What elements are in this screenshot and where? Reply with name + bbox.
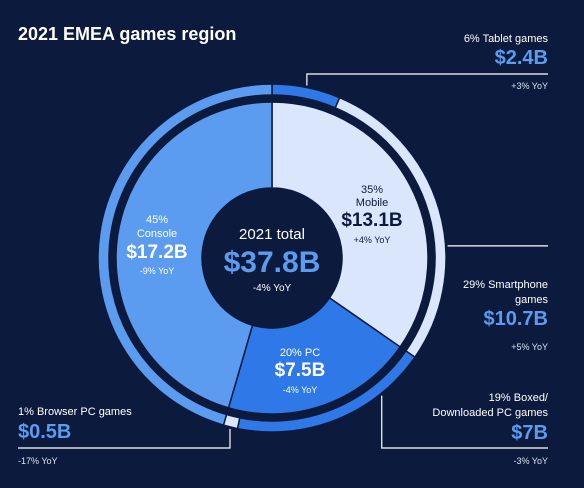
boxed-value: $7B [511,422,548,444]
tablet-yoy: +3% YoY [511,81,548,91]
browser-label: 1% Browser PC games [18,406,132,418]
outer-slice-console [97,83,273,427]
donut-center [202,188,342,328]
boxed-yoy: -3% YoY [513,456,548,466]
inner-slice-console [115,101,273,409]
pc-pct: 20% PC [279,347,321,359]
total-yoy: -4% YoY [252,283,292,294]
smartphone-label-line2: games [514,294,548,306]
boxed-label-line1: 19% Boxed/ [488,392,548,404]
leader-line-browser [18,428,231,449]
chart-title: 2021 EMEA games region [18,24,237,44]
pc-yoy: -4% YoY [282,385,318,395]
boxed-label-line2: Downloaded PC games [432,407,548,419]
mobile-name: Mobile [355,197,389,209]
total-label: 2021 total [239,226,305,243]
smartphone-value: $10.7B [483,308,549,330]
tablet-label: 6% Tablet games [463,33,548,45]
smartphone-yoy: +5% YoY [511,342,548,352]
pc-value: $7.5B [274,360,326,381]
leader-line-tablet [306,73,548,86]
mobile-yoy: +4% YoY [353,235,391,245]
mobile-value: $13.1B [341,210,403,231]
browser-value: $0.5B [18,421,72,443]
smartphone-label-line1: 29% Smartphone [463,279,548,291]
tablet-value: $2.4B [494,47,548,69]
mobile-pct: 35% [360,184,384,196]
total-value: $37.8B [223,246,321,279]
console-name: Console [136,228,178,240]
leader-line-boxed [381,395,548,449]
browser-yoy: -17% YoY [18,456,58,466]
console-value: $17.2B [126,242,188,263]
console-pct: 45% [145,214,169,226]
console-yoy: -9% YoY [139,266,175,276]
